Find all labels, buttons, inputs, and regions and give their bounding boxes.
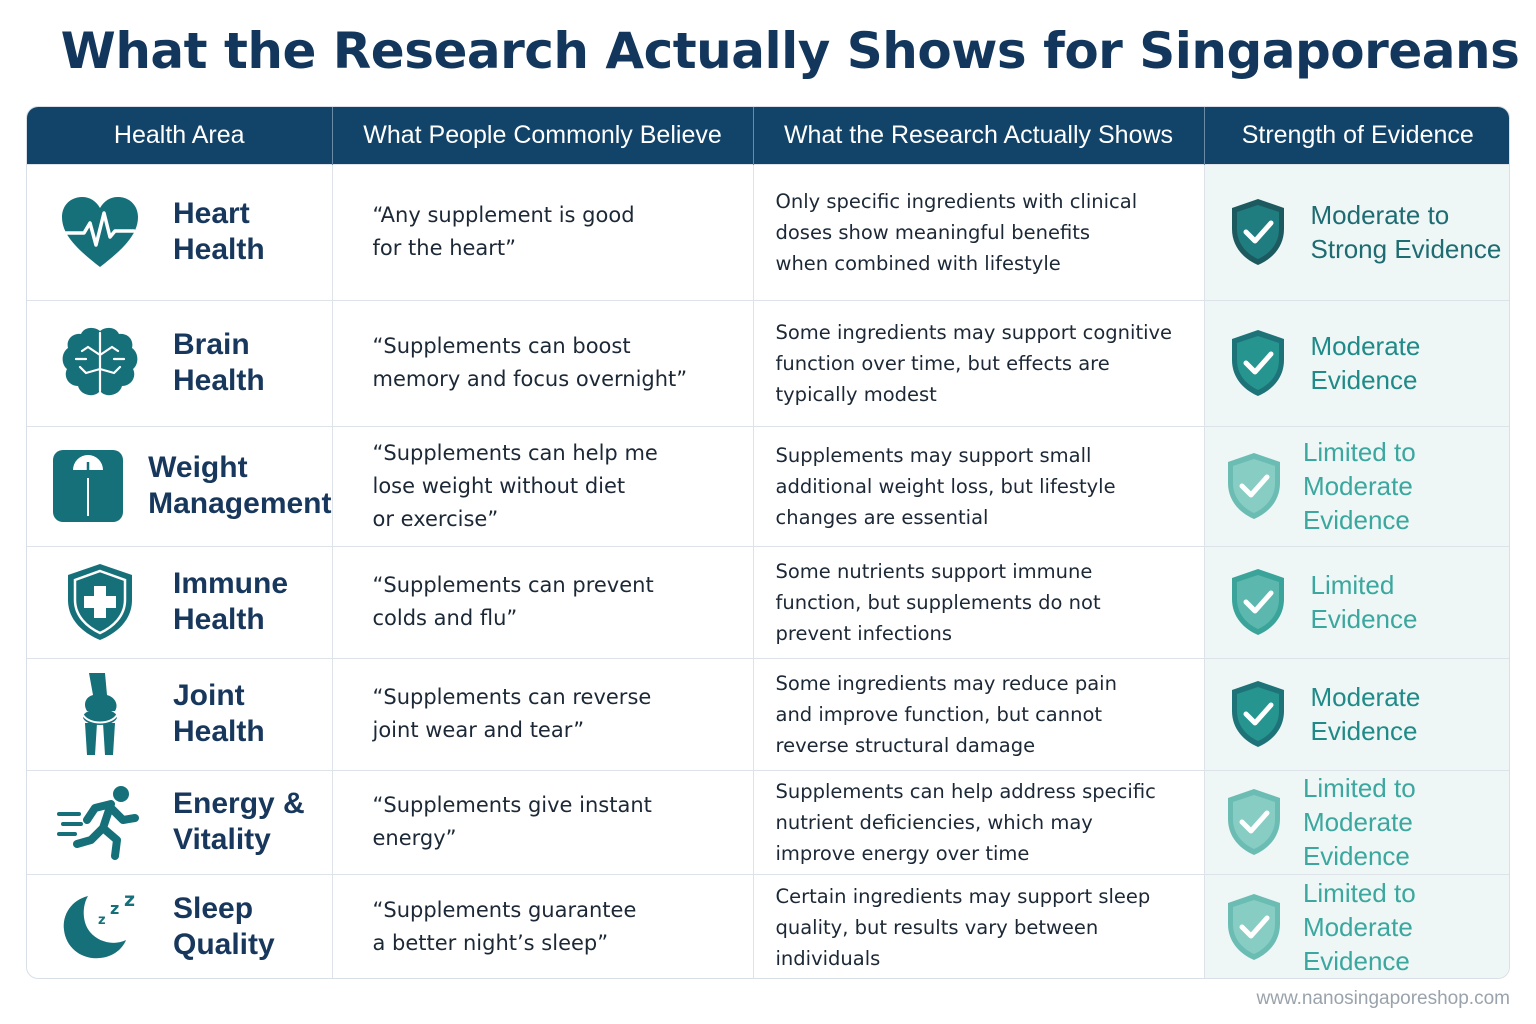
evidence-strength-label: Moderate Evidence xyxy=(1310,682,1421,746)
shield-cross-icon xyxy=(27,562,173,642)
table-row: Heart Health “Any supplement is good for… xyxy=(27,163,1509,300)
health-area-name: Sleep Quality xyxy=(173,892,275,962)
shield-check-icon xyxy=(1205,679,1311,749)
running-person-icon xyxy=(27,784,173,860)
website-url: www.nanosingaporeshop.com xyxy=(1256,988,1511,1009)
common-belief: “Supplements can reverse joint wear and … xyxy=(372,685,652,742)
svg-text:z: z xyxy=(124,892,135,911)
research-finding: Supplements can help address specific nu… xyxy=(775,779,1156,865)
shield-check-icon xyxy=(1205,892,1303,962)
shield-check-icon xyxy=(1205,567,1311,637)
moon-sleep-icon: z z z xyxy=(27,892,173,962)
common-belief: “Supplements can prevent colds and flu” xyxy=(372,573,654,630)
svg-text:z: z xyxy=(110,899,119,918)
table-row: Joint Health “Supplements can reverse jo… xyxy=(27,657,1509,770)
table-header-row: Health Area What People Commonly Believe… xyxy=(27,107,1509,164)
research-finding: Some ingredients may support cognitive f… xyxy=(775,320,1173,406)
common-belief: “Any supplement is good for the heart” xyxy=(372,203,635,260)
column-header-evidence-strength: Strength of Evidence xyxy=(1204,107,1509,164)
table-row: Weight Management “Supplements can help … xyxy=(27,425,1509,546)
table-row: Brain Health “Supplements can boost memo… xyxy=(27,299,1509,426)
evidence-strength-label: Limited to Moderate Evidence xyxy=(1302,773,1416,871)
column-header-common-belief: What People Commonly Believe xyxy=(332,107,754,164)
health-area-name: Heart Health xyxy=(173,197,265,266)
health-area-name: Energy & Vitality xyxy=(173,787,305,856)
research-finding: Only specific ingredients with clinical … xyxy=(775,189,1138,275)
table-row: Immune Health “Supplements can prevent c… xyxy=(27,545,1509,658)
common-belief: “Supplements give instant energy” xyxy=(372,793,652,850)
weighing-scale-icon xyxy=(27,448,148,524)
common-belief: “Supplements can boost memory and focus … xyxy=(372,334,688,391)
health-area-name: Immune Health xyxy=(173,567,289,636)
shield-check-icon xyxy=(1205,328,1311,398)
research-finding: Some nutrients support immune function, … xyxy=(775,559,1101,645)
heart-pulse-icon xyxy=(27,195,173,269)
health-area-name: Joint Health xyxy=(173,679,265,748)
evidence-strength-label: Moderate to Strong Evidence xyxy=(1310,200,1502,264)
table-row: z z z Sleep Quality “Supplements guarant… xyxy=(27,873,1509,978)
shield-check-icon xyxy=(1205,451,1303,521)
common-belief: “Supplements can help me lose weight wit… xyxy=(372,440,658,531)
evidence-strength-label: Limited to Moderate Evidence xyxy=(1302,878,1416,977)
knee-joint-icon xyxy=(27,671,173,757)
shield-check-icon xyxy=(1205,787,1303,857)
brain-icon xyxy=(27,325,173,401)
svg-text:z: z xyxy=(98,913,106,928)
evidence-table: Health Area What People Commonly Believe… xyxy=(26,106,1510,979)
health-area-name: Weight Management xyxy=(148,451,332,520)
page-title: What the Research Actually Shows for Sin… xyxy=(60,22,1520,80)
research-finding: Certain ingredients may support sleep qu… xyxy=(775,884,1151,970)
shield-check-icon xyxy=(1205,197,1311,267)
common-belief: “Supplements guarantee a better night’s … xyxy=(372,898,637,956)
health-area-name: Brain Health xyxy=(173,328,265,397)
column-header-research-shows: What the Research Actually Shows xyxy=(753,107,1205,164)
evidence-strength-label: Limited to Moderate Evidence xyxy=(1302,437,1416,535)
research-finding: Some ingredients may reduce pain and imp… xyxy=(775,671,1117,757)
column-header-health-area: Health Area xyxy=(27,107,333,164)
research-finding: Supplements may support small additional… xyxy=(775,443,1116,529)
table-row: Energy & Vitality “Supplements give inst… xyxy=(27,769,1509,874)
evidence-strength-label: Limited Evidence xyxy=(1310,570,1418,634)
evidence-strength-label: Moderate Evidence xyxy=(1310,331,1421,395)
